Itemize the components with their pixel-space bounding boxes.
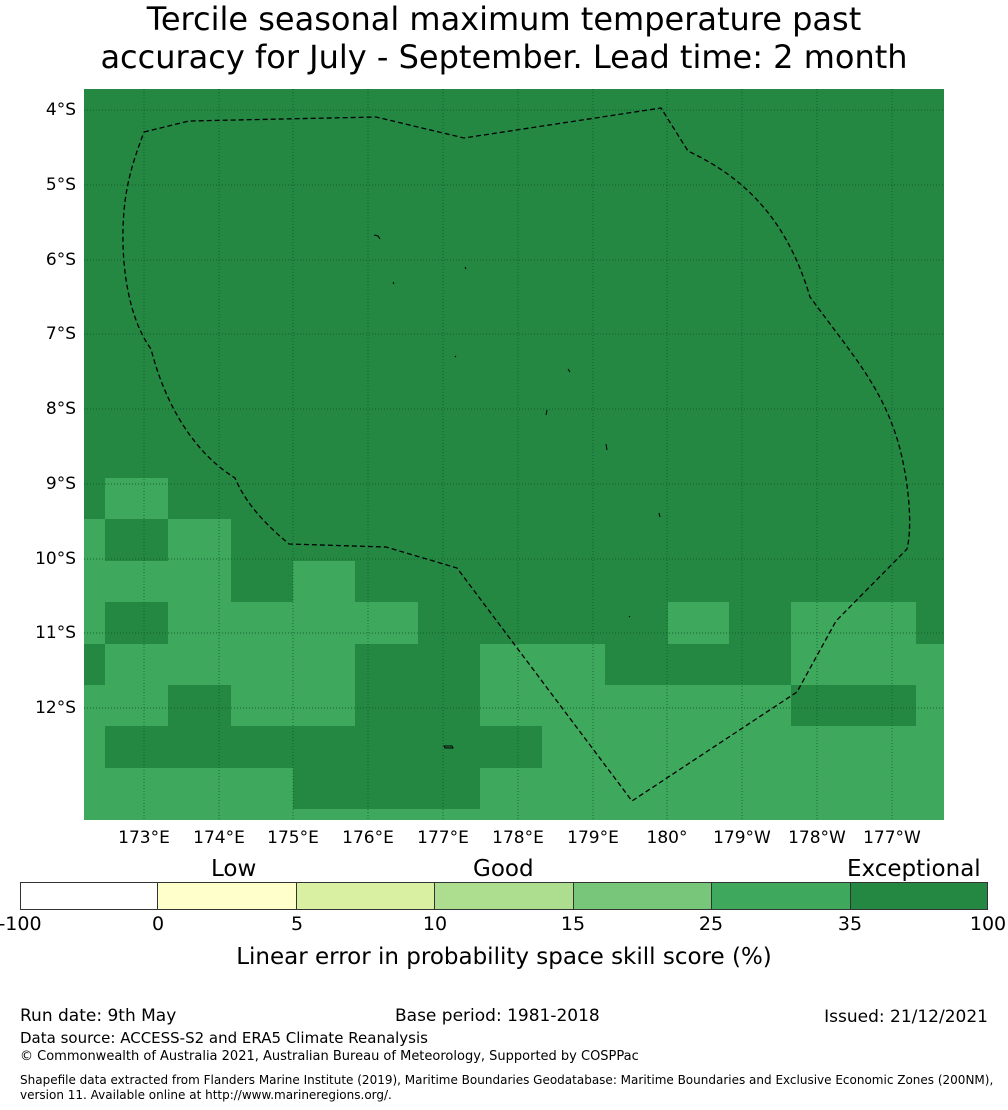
colorbar-tick: 5 [290, 913, 304, 935]
grid-cell [84, 809, 944, 820]
map-panel [84, 89, 944, 820]
grid-cell [293, 561, 355, 602]
skill-grid-cells [84, 89, 944, 820]
island-shape [373, 234, 381, 240]
lon-label: 174°E [193, 828, 245, 848]
grid-cell [84, 602, 105, 644]
map-title: Tercile seasonal maximum temperature pas… [0, 0, 1008, 76]
shapefile-credit-line2: version 11. Available online at http://w… [20, 1088, 392, 1102]
lon-label: 177°W [863, 828, 921, 848]
colorbar-segment [158, 882, 297, 910]
lon-label: 176°E [342, 828, 394, 848]
colorbar-tick: 10 [422, 913, 448, 935]
grid-cell [791, 644, 944, 685]
category-good: Good [473, 856, 534, 882]
colorbar-segment [20, 882, 159, 910]
islands [373, 234, 661, 749]
colorbar [20, 882, 988, 910]
lon-label: 180° [646, 828, 688, 848]
grid-cell [668, 602, 729, 644]
category-low: Low [211, 856, 257, 882]
lon-label: 178°W [788, 828, 846, 848]
map-title-line1: Tercile seasonal maximum temperature pas… [146, 0, 862, 38]
grid-cell [84, 726, 105, 768]
colorbar-segment [573, 882, 713, 910]
skill-map [84, 89, 944, 820]
island-shape [392, 281, 395, 285]
lon-label: 179°W [713, 828, 771, 848]
issued-date: Issued: 21/12/2021 [824, 1007, 988, 1027]
run-date: Run date: 9th May [20, 1006, 177, 1026]
grid-cell [84, 768, 293, 809]
grid-cell [84, 561, 231, 602]
colorbar-segment [850, 882, 988, 910]
colorbar-segment [296, 882, 436, 910]
grid-cell [105, 478, 168, 519]
base-period: Base period: 1981-2018 [395, 1006, 600, 1026]
island-shape [628, 615, 631, 618]
lon-label: 175°E [267, 828, 319, 848]
grid-cell [168, 519, 231, 561]
lat-label: 12°S [35, 698, 76, 718]
grid-cell [791, 602, 916, 644]
data-source: Data source: ACCESS-S2 and ERA5 Climate … [20, 1029, 428, 1047]
lon-label: 177°E [417, 828, 469, 848]
lat-label: 9°S [45, 474, 76, 494]
island-shape [454, 355, 457, 358]
grid-cell [293, 768, 480, 809]
colorbar-title: Linear error in probability space skill … [236, 944, 772, 970]
lon-label: 179°E [567, 828, 619, 848]
map-title-line2: accuracy for July - September. Lead time… [100, 38, 908, 76]
colorbar-tick: 35 [837, 913, 863, 935]
island-shape [545, 409, 548, 416]
copyright: © Commonwealth of Australia 2021, Austra… [20, 1049, 639, 1064]
grid-cell [480, 644, 605, 685]
lon-label: 178°E [492, 828, 544, 848]
grid-cell [542, 726, 944, 768]
colorbar-tick: 100 [969, 913, 1007, 935]
island-shape [605, 443, 608, 451]
shapefile-credit-line1: Shapefile data extracted from Flanders M… [20, 1073, 994, 1087]
grid-cell [480, 685, 791, 726]
grid-cell [84, 685, 168, 726]
colorbar-tick: 15 [560, 913, 586, 935]
lat-label: 11°S [35, 623, 76, 643]
lat-label: 10°S [35, 549, 76, 569]
grid-cell [84, 519, 105, 561]
colorbar-tick: 0 [151, 913, 165, 935]
colorbar-segment [435, 882, 574, 910]
lat-label: 6°S [45, 250, 76, 270]
colorbar-segment [712, 882, 851, 910]
grid-cell [916, 685, 944, 726]
eez-boundary [122, 107, 911, 802]
category-exceptional: Exceptional [847, 856, 981, 882]
island-shape [658, 512, 661, 518]
grid-cell [105, 644, 355, 685]
lat-label: 5°S [45, 175, 76, 195]
grid-cell [480, 768, 944, 809]
colorbar-tick: 25 [698, 913, 724, 935]
lon-label: 173°E [118, 828, 170, 848]
colorbar-tick: -100 [0, 913, 42, 935]
graticule [84, 89, 944, 820]
island-shape [567, 368, 571, 373]
lat-label: 7°S [45, 324, 76, 344]
lat-label: 4°S [45, 100, 76, 120]
island-shape [443, 745, 454, 749]
lat-label: 8°S [45, 399, 76, 419]
island-shape [464, 266, 467, 270]
